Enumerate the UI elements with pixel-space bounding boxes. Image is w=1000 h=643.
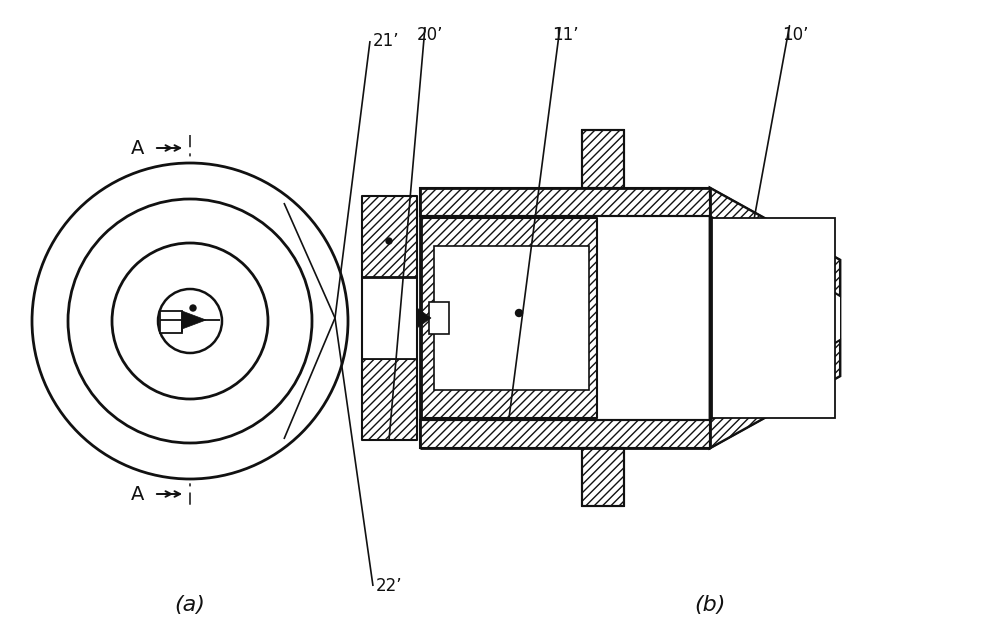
Text: 22’: 22’ xyxy=(376,577,403,595)
Bar xyxy=(712,218,835,418)
Bar xyxy=(420,188,710,216)
Text: (a): (a) xyxy=(175,595,205,615)
Circle shape xyxy=(112,243,268,399)
Bar xyxy=(362,359,417,440)
Bar xyxy=(362,196,417,277)
Text: A: A xyxy=(131,484,145,503)
Bar xyxy=(160,311,182,333)
Polygon shape xyxy=(417,308,431,328)
Bar xyxy=(362,278,417,359)
Circle shape xyxy=(158,289,222,353)
Bar xyxy=(422,218,597,418)
Circle shape xyxy=(68,199,312,443)
Polygon shape xyxy=(710,340,840,448)
Text: 11’: 11’ xyxy=(552,26,578,44)
Bar xyxy=(582,448,624,506)
Bar xyxy=(420,420,710,448)
Text: 20’: 20’ xyxy=(417,26,443,44)
Text: A: A xyxy=(131,138,145,158)
Text: 10’: 10’ xyxy=(782,26,808,44)
Circle shape xyxy=(386,238,392,244)
Text: 21’: 21’ xyxy=(373,32,400,50)
Bar xyxy=(429,302,449,334)
Circle shape xyxy=(190,305,196,311)
Circle shape xyxy=(516,309,522,316)
Polygon shape xyxy=(182,311,206,329)
Text: (b): (b) xyxy=(694,595,726,615)
Polygon shape xyxy=(710,188,840,296)
Bar xyxy=(434,246,589,390)
Bar xyxy=(582,130,624,188)
Polygon shape xyxy=(710,188,840,448)
Polygon shape xyxy=(710,216,840,420)
Circle shape xyxy=(32,163,348,479)
